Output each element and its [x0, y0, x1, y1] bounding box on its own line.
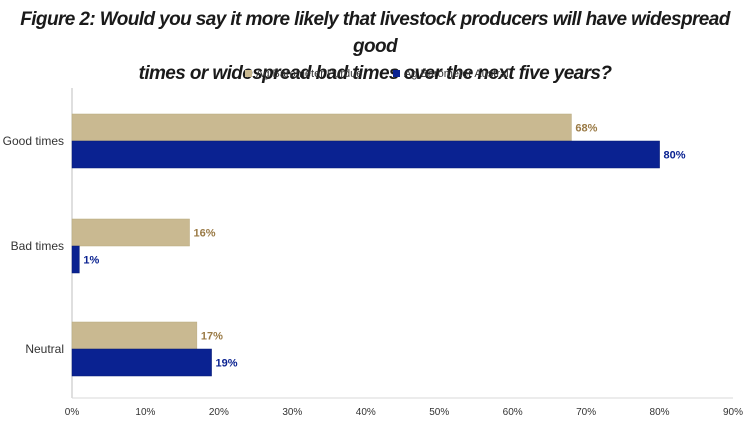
- bar-2-1: [71, 140, 660, 169]
- category-label: Bad times: [11, 239, 64, 253]
- category-label: Neutral: [25, 342, 64, 356]
- bar-1-1: [71, 113, 572, 142]
- x-tick-label: 20%: [209, 407, 229, 418]
- legend-label-1: Ag Barometer Purdue: [256, 68, 362, 80]
- x-tick-label: 0%: [65, 407, 80, 418]
- x-tick-label: 10%: [135, 407, 155, 418]
- x-tick-label: 30%: [282, 407, 302, 418]
- x-tick-label: 40%: [356, 407, 376, 418]
- data-label: 19%: [216, 358, 238, 370]
- legend-swatch-1: [245, 70, 252, 77]
- category-label: Good times: [3, 134, 64, 148]
- bar-2-3: [71, 348, 212, 377]
- x-tick-label: 70%: [576, 407, 596, 418]
- data-label: 68%: [575, 123, 597, 135]
- x-tick-label: 90%: [723, 407, 743, 418]
- legend-swatch-2: [393, 70, 400, 77]
- bar-1-2: [71, 218, 190, 247]
- chart-title-line-1: Figure 2: Would you say it more likely t…: [20, 9, 730, 57]
- legend-label-2: Ag Barometer Austral: [404, 68, 509, 80]
- data-label: 17%: [201, 331, 223, 343]
- data-label: 16%: [194, 228, 216, 240]
- bar-2-2: [71, 245, 80, 274]
- data-label: 80%: [664, 150, 686, 162]
- x-tick-label: 50%: [429, 407, 449, 418]
- bar-1-3: [71, 321, 198, 350]
- chart-title-line-2: times or widespread bad times over the n…: [138, 63, 612, 84]
- data-label: 1%: [83, 255, 99, 267]
- x-tick-label: 80%: [650, 407, 670, 418]
- chart-title: Figure 2: Would you say it more likely t…: [0, 6, 750, 87]
- x-tick-label: 60%: [503, 407, 523, 418]
